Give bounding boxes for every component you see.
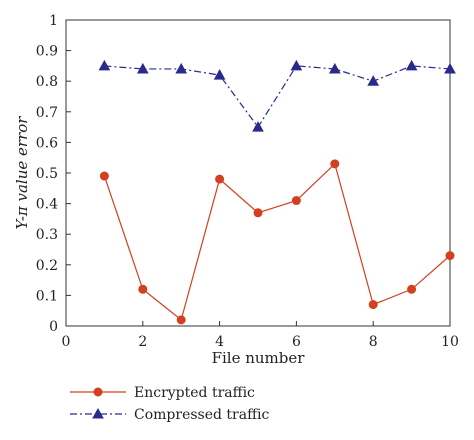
data-point bbox=[98, 59, 111, 71]
series-group bbox=[98, 59, 456, 132]
data-point bbox=[99, 171, 109, 181]
data-point bbox=[445, 251, 455, 261]
data-point bbox=[176, 315, 186, 325]
data-point bbox=[213, 69, 226, 80]
x-tick-label: 8 bbox=[369, 334, 378, 350]
data-point bbox=[407, 284, 417, 294]
y-tick-label: 0.1 bbox=[36, 288, 58, 304]
y-tick-label: 0.7 bbox=[36, 105, 58, 121]
series-layer bbox=[98, 59, 456, 325]
x-tick-label: 2 bbox=[138, 334, 147, 350]
y-tick-label: 0 bbox=[49, 319, 58, 335]
series-line bbox=[103, 162, 451, 321]
data-point bbox=[368, 300, 378, 310]
legend: Encrypted traffic Compressed traffic bbox=[70, 385, 270, 423]
x-axis-title: File number bbox=[212, 349, 306, 367]
data-point bbox=[290, 59, 303, 71]
data-point bbox=[291, 196, 301, 206]
y-axis-title: Y-π value error bbox=[13, 116, 31, 230]
data-point bbox=[367, 75, 380, 86]
y-tick-label: 0.8 bbox=[36, 74, 58, 90]
data-point bbox=[215, 174, 225, 184]
data-point bbox=[252, 121, 264, 132]
y-tick-label: 0.6 bbox=[36, 135, 58, 151]
y-tick-label: 1 bbox=[49, 13, 58, 29]
x-tick-label: 10 bbox=[441, 334, 459, 350]
series-line bbox=[104, 65, 451, 129]
data-point bbox=[330, 159, 340, 169]
data-point bbox=[253, 208, 263, 218]
legend-entry: Encrypted traffic bbox=[70, 385, 255, 401]
data-point bbox=[138, 284, 148, 294]
legend-label: Encrypted traffic bbox=[134, 385, 255, 401]
data-point bbox=[444, 62, 456, 74]
y-tick-label: 0.3 bbox=[36, 227, 58, 243]
x-tick-label: 4 bbox=[215, 334, 224, 350]
legend-label: Compressed traffic bbox=[134, 407, 270, 423]
y-tick-label: 0.9 bbox=[36, 44, 58, 60]
data-point bbox=[136, 62, 149, 74]
data-point bbox=[405, 59, 418, 71]
series-group bbox=[99, 159, 455, 325]
x-axis: 0 2 4 6 8 10 bbox=[62, 321, 459, 350]
plot-frame bbox=[65, 19, 451, 327]
legend-entry: Compressed traffic bbox=[70, 407, 270, 423]
data-point bbox=[328, 62, 341, 74]
legend-marker bbox=[93, 387, 103, 397]
y-axis: 0 0.1 0.2 0.3 0.4 0.5 0.6 0.7 0.8 0.9 1 bbox=[36, 13, 71, 335]
legend-marker bbox=[92, 407, 104, 419]
y-tick-label: 0.2 bbox=[36, 258, 58, 274]
y-tick-label: 0.4 bbox=[36, 197, 58, 213]
y-tick-label: 0.5 bbox=[36, 166, 58, 182]
x-tick-label: 0 bbox=[62, 334, 71, 350]
data-point bbox=[175, 62, 188, 74]
x-tick-label: 6 bbox=[292, 334, 301, 350]
